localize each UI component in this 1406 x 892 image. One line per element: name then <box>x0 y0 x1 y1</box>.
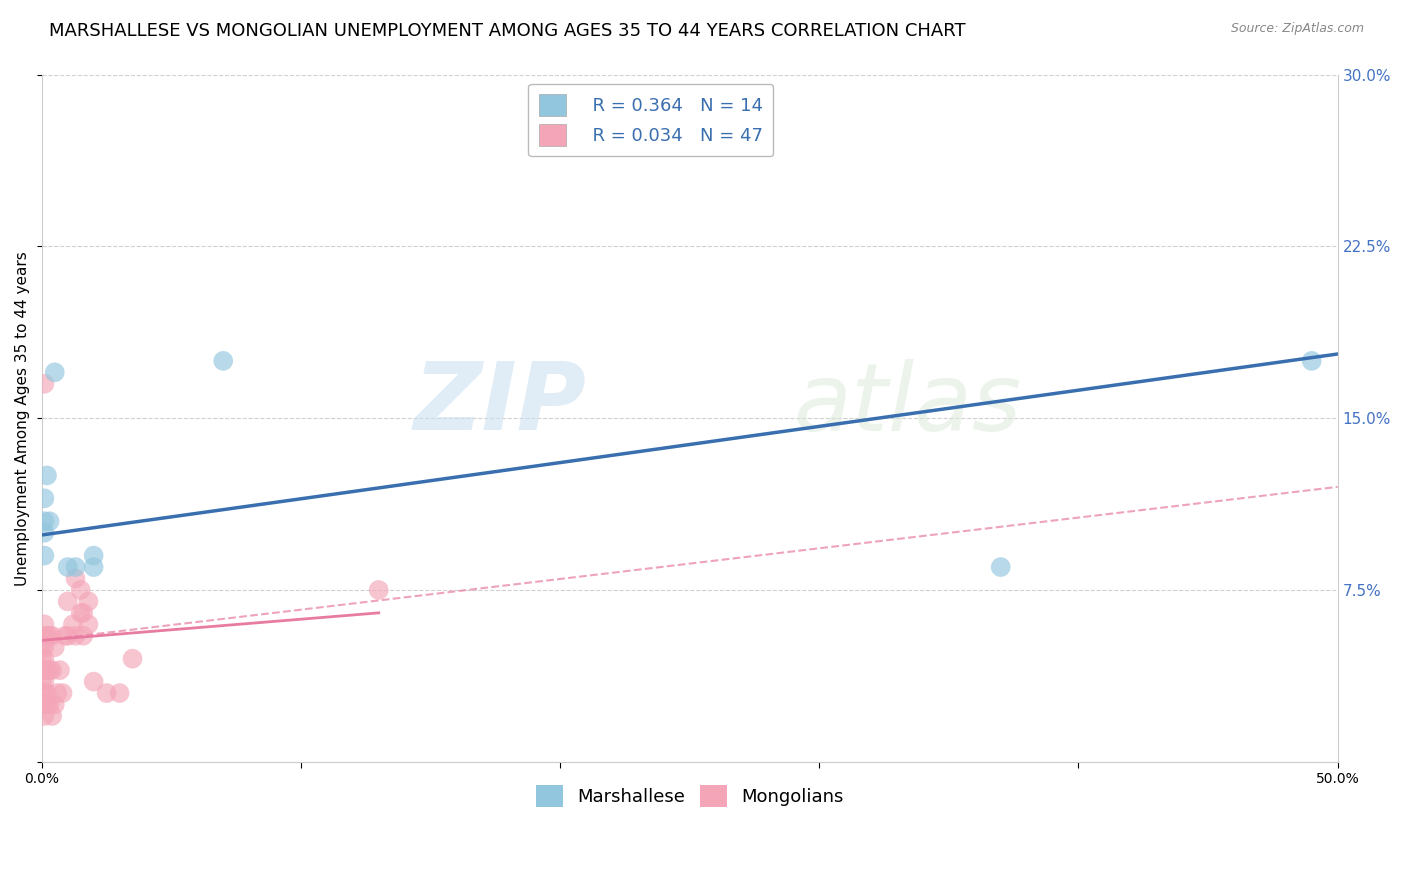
Point <box>34 674 56 689</box>
Point <box>41 709 63 723</box>
Point <box>108 686 131 700</box>
Point <box>44 698 66 712</box>
Point <box>1301 354 1323 368</box>
Point <box>77 594 100 608</box>
Point <box>65 560 87 574</box>
Point <box>56 629 79 643</box>
Text: Source: ZipAtlas.com: Source: ZipAtlas.com <box>1230 22 1364 36</box>
Point <box>34 514 56 528</box>
Point <box>34 376 56 391</box>
Point <box>31 663 53 677</box>
Point <box>31 686 53 700</box>
Point <box>77 617 100 632</box>
Point <box>83 674 105 689</box>
Point <box>72 629 94 643</box>
Point <box>34 698 56 712</box>
Point <box>38 514 60 528</box>
Point <box>96 686 118 700</box>
Point <box>34 686 56 700</box>
Point <box>53 629 76 643</box>
Point <box>34 629 56 643</box>
Point <box>35 686 58 700</box>
Point <box>35 468 58 483</box>
Text: ZIP: ZIP <box>413 359 586 450</box>
Point <box>46 686 69 700</box>
Point <box>41 663 63 677</box>
Point <box>367 582 389 597</box>
Point <box>69 606 91 620</box>
Point <box>990 560 1012 574</box>
Point <box>212 354 235 368</box>
Point <box>38 698 60 712</box>
Point <box>34 617 56 632</box>
Point <box>51 686 73 700</box>
Point <box>31 674 53 689</box>
Point <box>34 491 56 506</box>
Point <box>83 549 105 563</box>
Point <box>34 709 56 723</box>
Point <box>34 651 56 665</box>
Point <box>65 572 87 586</box>
Y-axis label: Unemployment Among Ages 35 to 44 years: Unemployment Among Ages 35 to 44 years <box>15 251 30 585</box>
Point <box>83 560 105 574</box>
Point <box>56 560 79 574</box>
Point <box>121 651 143 665</box>
Text: MARSHALLESE VS MONGOLIAN UNEMPLOYMENT AMONG AGES 35 TO 44 YEARS CORRELATION CHAR: MARSHALLESE VS MONGOLIAN UNEMPLOYMENT AM… <box>49 22 966 40</box>
Point <box>38 663 60 677</box>
Point <box>34 549 56 563</box>
Legend: Marshallese, Mongolians: Marshallese, Mongolians <box>529 778 851 814</box>
Point <box>44 640 66 655</box>
Point <box>49 663 72 677</box>
Point <box>31 640 53 655</box>
Point <box>65 629 87 643</box>
Point <box>41 629 63 643</box>
Point <box>35 698 58 712</box>
Point <box>72 606 94 620</box>
Point <box>69 582 91 597</box>
Text: atlas: atlas <box>793 359 1022 450</box>
Point <box>62 617 84 632</box>
Point <box>34 640 56 655</box>
Point <box>56 594 79 608</box>
Point <box>44 365 66 379</box>
Point <box>34 663 56 677</box>
Point <box>38 629 60 643</box>
Point <box>35 629 58 643</box>
Point <box>34 525 56 540</box>
Point <box>31 651 53 665</box>
Point <box>35 663 58 677</box>
